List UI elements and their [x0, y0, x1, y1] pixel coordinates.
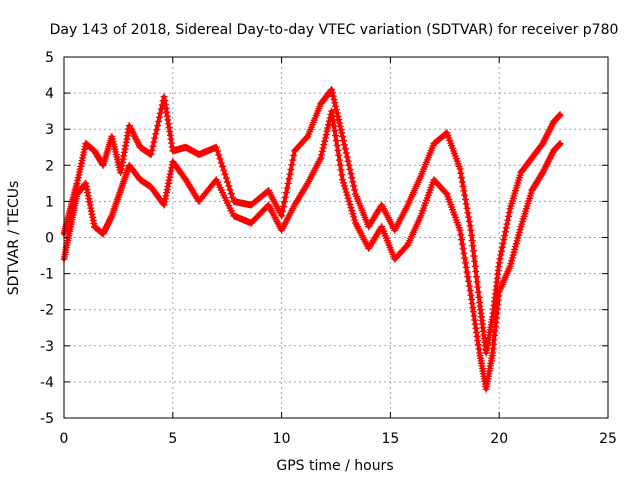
axis-ticks	[63, 56, 609, 419]
y-tick-label: 3	[45, 122, 54, 138]
y-tick-label: -1	[40, 267, 54, 283]
y-tick-label: -4	[40, 375, 54, 391]
x-tick-label: 5	[168, 431, 177, 447]
x-axis-label: GPS time / hours	[276, 458, 393, 474]
y-tick-label: 2	[45, 158, 54, 174]
y-tick-label: -2	[40, 303, 54, 319]
x-tick-label: 15	[381, 431, 399, 447]
data-points	[60, 85, 564, 393]
series-upper-band	[60, 85, 564, 357]
y-tick-labels: -5 -4 -3 -2 -1 0 1 2 3 4 5	[40, 50, 54, 427]
y-tick-label: -3	[40, 339, 54, 355]
x-tick-label: 25	[599, 431, 617, 447]
x-tick-label: 0	[60, 431, 69, 447]
series-marker-path	[60, 85, 564, 357]
y-tick-label: -5	[40, 411, 54, 427]
y-tick-label: 0	[45, 231, 54, 247]
y-tick-label: 5	[45, 50, 54, 66]
y-axis-label: SDTVAR / TECUs	[6, 181, 22, 296]
x-tick-labels: 0 5 10 15 20 25	[60, 431, 617, 447]
y-tick-label: 4	[45, 86, 54, 102]
chart-title: Day 143 of 2018, Sidereal Day-to-day VTE…	[50, 22, 619, 38]
x-tick-label: 10	[273, 431, 291, 447]
y-tick-label: 1	[45, 194, 54, 210]
x-tick-label: 20	[490, 431, 508, 447]
